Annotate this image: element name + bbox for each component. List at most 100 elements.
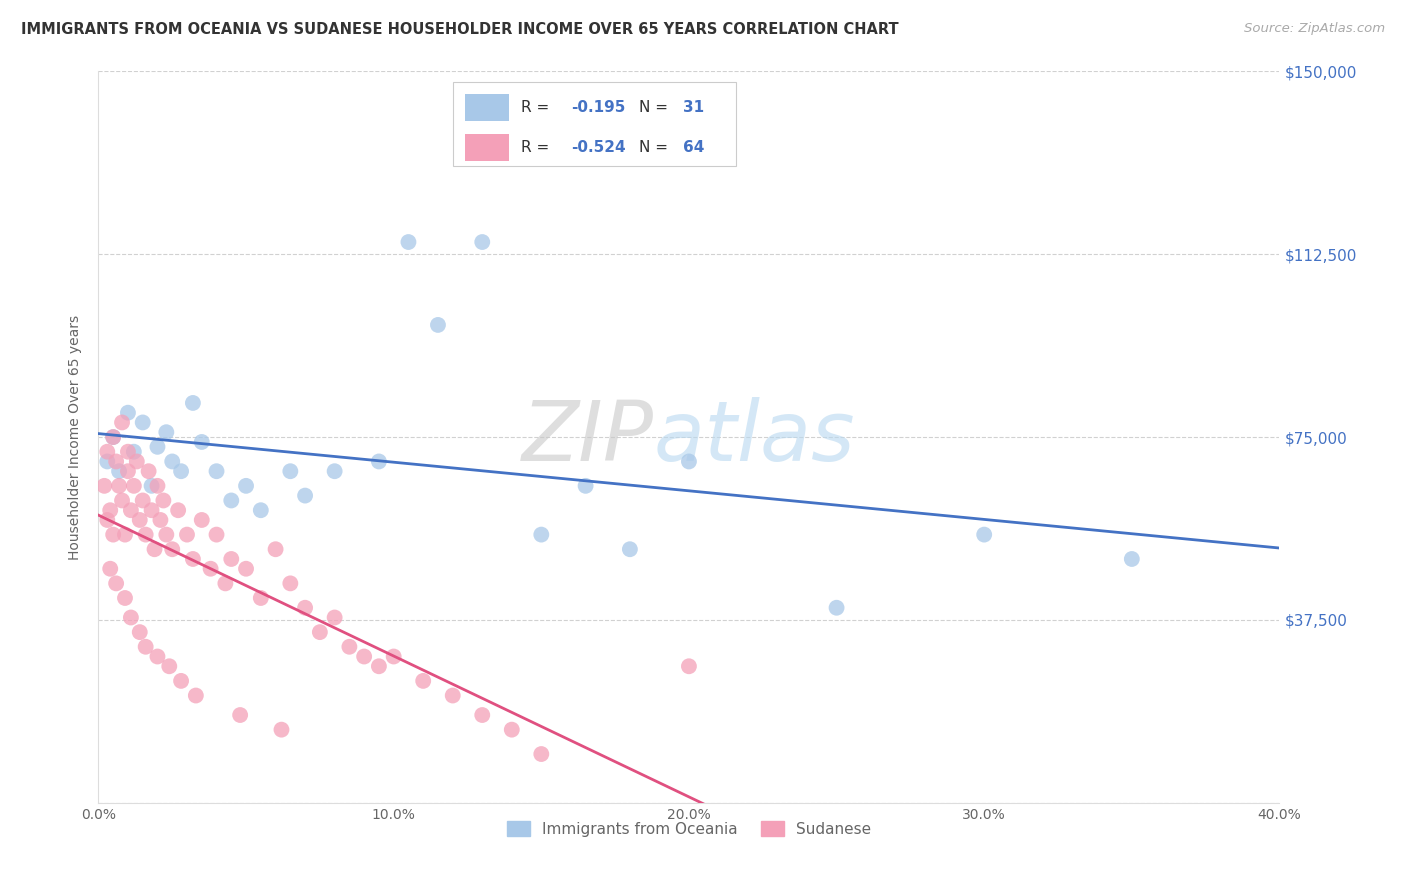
Text: 64: 64 [683, 140, 704, 155]
Point [122, 444, 145, 458]
Point [368, 659, 391, 673]
Point [280, 464, 302, 478]
Point [250, 503, 273, 517]
Point [108, 464, 131, 478]
Point [181, 552, 204, 566]
Point [135, 527, 157, 541]
Point [105, 576, 128, 591]
Point [96, 513, 118, 527]
Point [235, 562, 257, 576]
Point [117, 444, 139, 458]
Point [825, 600, 848, 615]
Point [117, 464, 139, 478]
FancyBboxPatch shape [453, 82, 737, 167]
Point [141, 503, 163, 517]
Point [135, 640, 157, 654]
Point [471, 708, 494, 723]
Point [339, 640, 361, 654]
Point [146, 649, 169, 664]
Point [128, 513, 150, 527]
Point [103, 430, 125, 444]
Point [170, 673, 193, 688]
Point [105, 454, 128, 468]
Point [181, 396, 204, 410]
Point [98, 562, 121, 576]
Point [441, 689, 464, 703]
Point [619, 542, 641, 557]
Point [191, 434, 214, 449]
Point [157, 659, 180, 673]
Point [214, 576, 236, 591]
Point [250, 591, 273, 605]
Point [141, 479, 163, 493]
Text: -0.524: -0.524 [571, 140, 626, 155]
Point [205, 527, 228, 541]
Point [501, 723, 523, 737]
Point [96, 444, 118, 458]
Point [229, 708, 252, 723]
Point [132, 493, 155, 508]
Point [167, 503, 190, 517]
Point [117, 406, 139, 420]
Point [323, 610, 346, 624]
Point [152, 493, 174, 508]
Point [93, 479, 115, 493]
Text: N =: N = [640, 140, 673, 155]
Point [114, 591, 136, 605]
FancyBboxPatch shape [464, 95, 509, 121]
Point [125, 454, 148, 468]
Point [146, 479, 169, 493]
Point [221, 493, 243, 508]
Point [294, 489, 316, 503]
Point [103, 527, 125, 541]
Legend: Immigrants from Oceania, Sudanese: Immigrants from Oceania, Sudanese [501, 814, 877, 843]
Point [309, 625, 332, 640]
Point [353, 649, 375, 664]
Point [120, 610, 142, 624]
Point [398, 235, 420, 249]
Point [471, 235, 494, 249]
Point [205, 464, 228, 478]
Point [184, 689, 207, 703]
Point [678, 454, 700, 468]
Text: 31: 31 [683, 100, 704, 115]
Point [575, 479, 598, 493]
Point [143, 542, 166, 557]
Point [162, 542, 183, 557]
Text: ZIP: ZIP [522, 397, 654, 477]
Point [176, 527, 198, 541]
Point [132, 416, 155, 430]
Point [111, 416, 134, 430]
Point [221, 552, 243, 566]
Text: atlas: atlas [654, 397, 855, 477]
Point [122, 479, 145, 493]
Text: R =: R = [522, 100, 554, 115]
Point [530, 747, 553, 761]
Point [530, 527, 553, 541]
Point [96, 454, 118, 468]
Point [1121, 552, 1143, 566]
Text: -0.195: -0.195 [571, 100, 626, 115]
Text: N =: N = [640, 100, 673, 115]
Text: IMMIGRANTS FROM OCEANIA VS SUDANESE HOUSEHOLDER INCOME OVER 65 YEARS CORRELATION: IMMIGRANTS FROM OCEANIA VS SUDANESE HOUS… [21, 22, 898, 37]
Point [382, 649, 405, 664]
Point [270, 723, 292, 737]
Point [114, 527, 136, 541]
Point [128, 625, 150, 640]
Point [103, 430, 125, 444]
Point [200, 562, 222, 576]
Point [280, 576, 302, 591]
Point [149, 513, 172, 527]
Y-axis label: Householder Income Over 65 years: Householder Income Over 65 years [69, 315, 83, 559]
Point [678, 659, 700, 673]
Point [368, 454, 391, 468]
Point [146, 440, 169, 454]
Point [264, 542, 287, 557]
Point [412, 673, 434, 688]
Point [973, 527, 995, 541]
Text: Source: ZipAtlas.com: Source: ZipAtlas.com [1244, 22, 1385, 36]
Point [191, 513, 214, 527]
Point [323, 464, 346, 478]
Point [427, 318, 450, 332]
Point [170, 464, 193, 478]
